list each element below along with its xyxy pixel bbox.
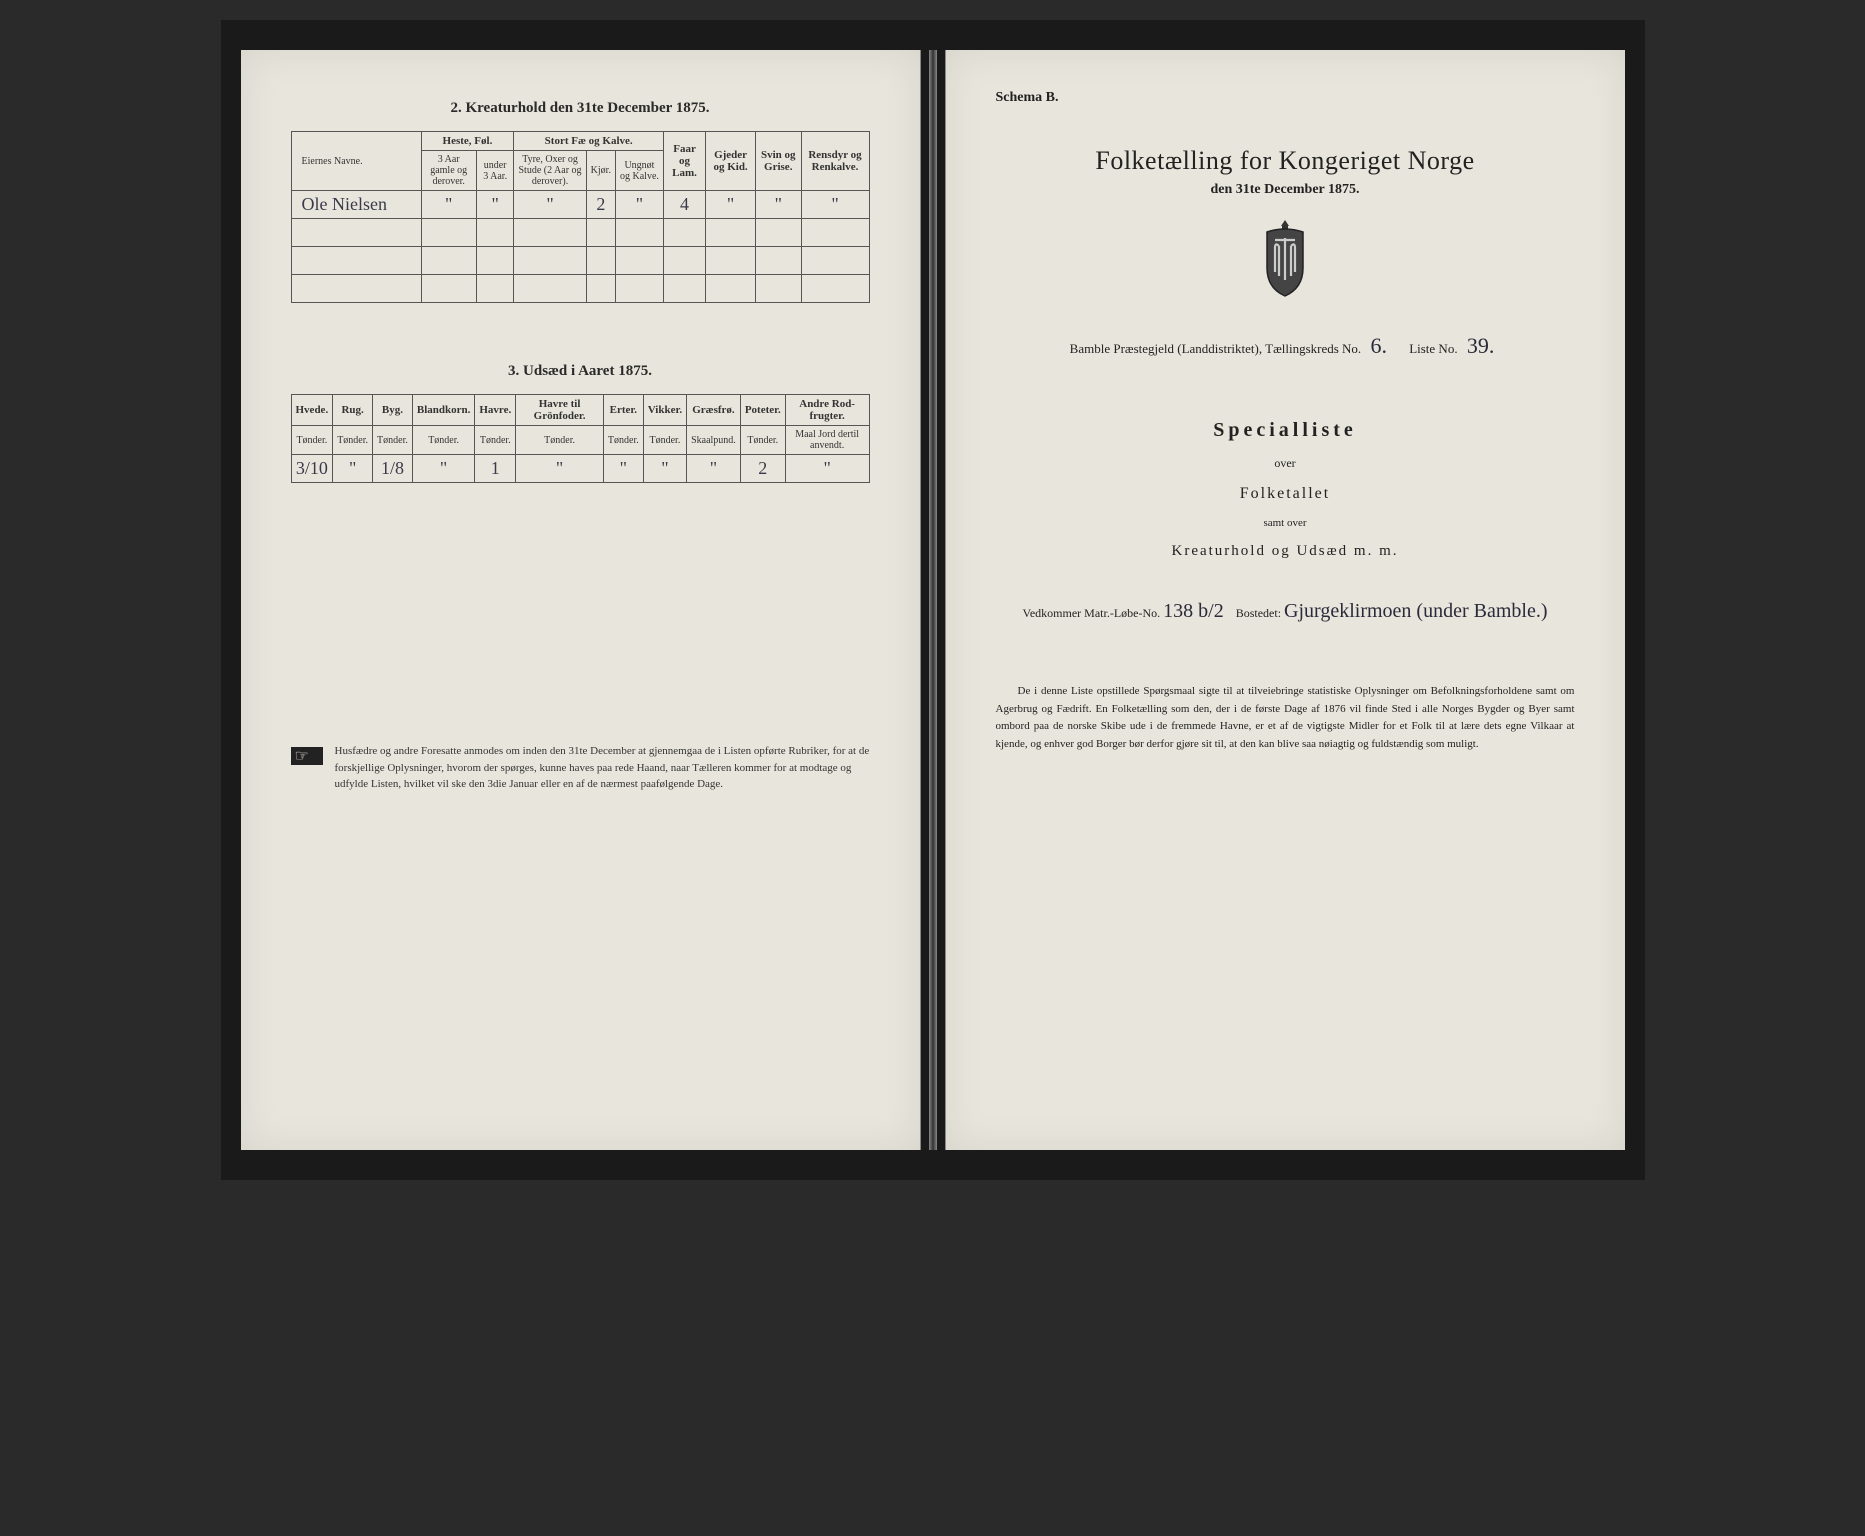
h-pot: Poteter. (740, 395, 785, 426)
left-page: 2. Kreaturhold den 31te December 1875. E… (241, 50, 921, 1150)
sub-horse-2: under 3 Aar. (476, 151, 514, 191)
cell: " (785, 455, 869, 483)
u-havregr: Tønder. (516, 426, 604, 455)
sub-cattle-2: Kjør. (586, 151, 615, 191)
kreds-no: 6. (1364, 333, 1393, 358)
cell: " (603, 455, 643, 483)
vedkommer-label: Vedkommer Matr.-Løbe-No. (1023, 606, 1161, 620)
samt-over: samt over (996, 517, 1575, 529)
sowing-table: Hvede. Rug. Byg. Blandkorn. Havre. Havre… (291, 394, 870, 483)
sub-horse-1: 3 Aar gamle og derover. (421, 151, 476, 191)
u-havre: Tønder. (475, 426, 516, 455)
grp-goats: Gjeder og Kid. (706, 132, 756, 191)
cell: " (514, 191, 586, 219)
subtitle: den 31te December 1875. (996, 182, 1575, 198)
section-2-title: 2. Kreaturhold den 31te December 1875. (291, 100, 870, 117)
h-byg: Byg. (373, 395, 413, 426)
over-1: over (996, 456, 1575, 471)
matr-no: 138 b/2 (1163, 600, 1224, 622)
sub-cattle-1: Tyre, Oxer og Stude (2 Aar og derover). (514, 151, 586, 191)
cell: " (615, 191, 663, 219)
grp-horses: Heste, Føl. (421, 132, 514, 151)
owner-name: Ole Nielsen (291, 191, 421, 219)
u-vikker: Tønder. (643, 426, 686, 455)
bosted: Gjurgeklirmoen (under Bamble.) (1284, 600, 1547, 622)
u-pot: Tønder. (740, 426, 785, 455)
h-hvede: Hvede. (291, 395, 333, 426)
liste-label: Liste No. (1409, 341, 1457, 356)
table-row (291, 219, 869, 247)
main-title: Folketælling for Kongeriget Norge (996, 146, 1575, 176)
table-row (291, 247, 869, 275)
grp-pigs: Svin og Grise. (755, 132, 801, 191)
table-row (291, 275, 869, 303)
cell: " (643, 455, 686, 483)
footnote: Husfædre og andre Foresatte anmodes om i… (291, 743, 870, 793)
table-row: Ole Nielsen " " " 2 " 4 " " " (291, 191, 869, 219)
cell: " (421, 191, 476, 219)
h-havre: Havre. (475, 395, 516, 426)
cell: 3/10 (291, 455, 333, 483)
u-bland: Tønder. (412, 426, 475, 455)
cell: " (801, 191, 869, 219)
u-byg: Tønder. (373, 426, 413, 455)
cell: " (687, 455, 741, 483)
h-havregr: Havre til Grönfoder. (516, 395, 604, 426)
cell: 1/8 (373, 455, 413, 483)
vedkommer-line: Vedkommer Matr.-Løbe-No. 138 b/2 Bostede… (996, 600, 1575, 623)
kreaturhold: Kreaturhold og Udsæd m. m. (996, 543, 1575, 560)
cell: " (333, 455, 373, 483)
specialliste: Specialliste (996, 419, 1575, 442)
book-spread: 2. Kreaturhold den 31te December 1875. E… (221, 20, 1645, 1180)
district-line: Bamble Præstegjeld (Landdistriktet), Tæl… (996, 333, 1575, 359)
right-page: Schema B. Folketælling for Kongeriget No… (945, 50, 1625, 1150)
u-erter: Tønder. (603, 426, 643, 455)
district-prefix: Bamble Præstegjeld (Landdistriktet), Tæl… (1070, 341, 1362, 356)
grp-cattle: Stort Fæ og Kalve. (514, 132, 664, 151)
cell: " (476, 191, 514, 219)
h-rod: Andre Rod-frugter. (785, 395, 869, 426)
folketallet: Folketallet (996, 485, 1575, 503)
cell: " (516, 455, 604, 483)
cell: " (755, 191, 801, 219)
cell: 1 (475, 455, 516, 483)
coat-of-arms-icon (996, 218, 1575, 303)
liste-no: 39. (1461, 333, 1501, 358)
grp-reindeer: Rensdyr og Renkalve. (801, 132, 869, 191)
col-owner: Eiernes Navne. (291, 132, 421, 191)
book-spine (929, 50, 937, 1150)
cell: " (412, 455, 475, 483)
u-rod: Maal Jord dertil anvendt. (785, 426, 869, 455)
h-rug: Rug. (333, 395, 373, 426)
pointing-hand-icon (291, 747, 323, 765)
cell: 2 (740, 455, 785, 483)
footnote-text: Husfædre og andre Foresatte anmodes om i… (335, 743, 870, 793)
h-graes: Græsfrø. (687, 395, 741, 426)
bottom-paragraph: De i denne Liste opstillede Spørgsmaal s… (996, 683, 1575, 753)
schema-label: Schema B. (996, 90, 1575, 106)
h-erter: Erter. (603, 395, 643, 426)
sub-cattle-3: Ungnøt og Kalve. (615, 151, 663, 191)
u-hvede: Tønder. (291, 426, 333, 455)
livestock-table: Eiernes Navne. Heste, Føl. Stort Fæ og K… (291, 131, 870, 303)
cell: 2 (586, 191, 615, 219)
section-3-title: 3. Udsæd i Aaret 1875. (291, 363, 870, 380)
cell: " (706, 191, 756, 219)
bosted-label: Bostedet: (1236, 606, 1281, 620)
u-rug: Tønder. (333, 426, 373, 455)
grp-sheep: Faar og Lam. (663, 132, 705, 191)
h-bland: Blandkorn. (412, 395, 475, 426)
table-row: 3/10 " 1/8 " 1 " " " " 2 " (291, 455, 869, 483)
h-vikker: Vikker. (643, 395, 686, 426)
u-graes: Skaalpund. (687, 426, 741, 455)
cell: 4 (663, 191, 705, 219)
